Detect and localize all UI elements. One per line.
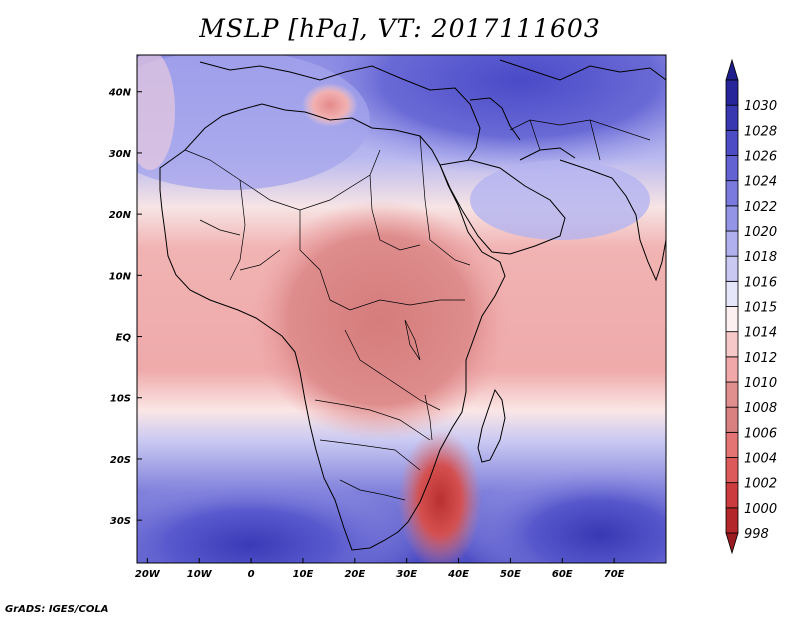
border-line (199, 219, 241, 236)
lon-tick-label: 60E (552, 569, 573, 580)
low-pressure-central-africa (250, 200, 510, 440)
mediterranean-coastline (199, 61, 481, 161)
high-pressure-arabia (470, 160, 650, 240)
lon-tick-label: 10W (187, 569, 213, 580)
border-line (329, 299, 465, 311)
colorbar-label: 1026 (744, 150, 777, 165)
caspian-asia-coastline (499, 59, 666, 81)
colorbar-under-arrow (725, 532, 739, 555)
border-line (319, 439, 421, 471)
colorbar-label: 1006 (744, 426, 777, 441)
colorbar-swatch (725, 356, 739, 383)
border-line (184, 149, 381, 211)
colorbar-swatch (725, 406, 739, 433)
colorbar-label: 1008 (744, 401, 777, 416)
longitude-axis: 20W 10W 0 10E 20E 30E 40E 50E 60E 70E (135, 558, 625, 580)
lon-tick-label: 20W (135, 569, 161, 580)
colorbar-over-arrow (725, 58, 739, 81)
grads-credit: GrADS: IGES/COLA (5, 604, 109, 615)
colorbar-swatch (725, 331, 739, 358)
border-line (299, 210, 331, 301)
levant-coastline (469, 97, 521, 141)
colorbar-label: 1010 (744, 376, 777, 391)
colorbar-label: 1012 (744, 351, 777, 366)
lat-tick-label: 20N (109, 210, 132, 221)
border-line (239, 249, 281, 271)
colorbar-label: 1016 (744, 275, 777, 290)
map-title: MSLP [hPa], VT: 2017111603 (199, 14, 601, 43)
lake-malawi (424, 394, 433, 441)
lon-tick-label: 50E (500, 569, 521, 580)
colorbar-label: 1014 (744, 326, 777, 341)
border-line (509, 119, 651, 141)
border-line (529, 119, 541, 151)
lat-tick-label: 20S (110, 455, 131, 466)
high-pressure-indian-ocean (460, 465, 666, 563)
colorbar-label: 1000 (744, 502, 777, 517)
india-coastline (559, 159, 666, 282)
colorbar-swatch (725, 155, 739, 182)
lat-tick-label: 40N (108, 88, 132, 99)
lon-tick-label: 30E (396, 569, 417, 580)
madagascar-coastline (477, 388, 506, 463)
africa-coastline (159, 103, 506, 551)
colorbar-swatch (725, 255, 739, 282)
lat-tick-label: 10N (109, 271, 132, 282)
colorbar-label: 1020 (744, 225, 777, 240)
colorbar-label: 1022 (744, 200, 777, 215)
colorbar-label: 1018 (744, 250, 777, 265)
colorbar-label: 1015 (744, 301, 777, 316)
persian-gulf-coastline (519, 147, 576, 161)
coastlines (159, 59, 666, 551)
lon-tick-label: 10E (293, 569, 314, 580)
colorbar-swatch (725, 280, 739, 307)
lake-victoria (404, 319, 421, 361)
arabia-coastline (439, 159, 566, 255)
colorbar-swatch (725, 129, 739, 156)
colorbar-swatch (725, 205, 739, 232)
colorbar-swatch (725, 230, 739, 257)
high-pressure-south-atlantic (137, 475, 420, 563)
latitude-axis: 40N 30N 20N 10N EQ 10S 20S 30S (108, 88, 142, 527)
colorbar-label: 998 (744, 527, 769, 542)
colorbar-label: 1002 (744, 477, 777, 492)
colorbar-swatch (725, 507, 739, 534)
colorbar-swatch (725, 104, 739, 131)
lon-tick-label: 70E (604, 569, 625, 580)
high-pressure-north (290, 55, 666, 175)
lon-tick-label: 0 (248, 569, 255, 580)
colorbar-swatch (725, 79, 739, 106)
colorbar-swatch (725, 482, 739, 509)
low-pressure-atlantic-edge (137, 55, 175, 170)
country-borders (184, 119, 651, 501)
colorbar-swatch (725, 431, 739, 458)
lat-tick-label: EQ (116, 333, 132, 344)
border-line (339, 479, 406, 501)
pressure-field (137, 55, 666, 563)
lon-tick-label: 40E (447, 569, 469, 580)
border-line (589, 119, 601, 161)
border-line (314, 399, 431, 441)
colorbar-label: 1004 (744, 452, 777, 467)
colorbar-swatch (725, 306, 739, 333)
lat-tick-label: 30N (109, 149, 132, 160)
colorbar-label: 1024 (744, 175, 777, 190)
colorbar-swatch (725, 180, 739, 207)
colorbar-label: 1030 (744, 99, 777, 114)
border-line (369, 174, 421, 251)
border-line (419, 135, 471, 266)
plot-frame (136, 54, 667, 564)
colorbar-label: 1028 (744, 124, 777, 139)
colorbar-swatch (725, 381, 739, 408)
lat-tick-label: 10S (110, 394, 131, 405)
lat-tick-label: 30S (110, 516, 131, 527)
colorbar-swatch (725, 457, 739, 484)
border-line (229, 179, 246, 281)
lon-tick-label: 20E (344, 569, 365, 580)
colorbar: 998 1000 1002 1004 1006 1008 1010 1012 1014 1015 1… (725, 58, 777, 555)
